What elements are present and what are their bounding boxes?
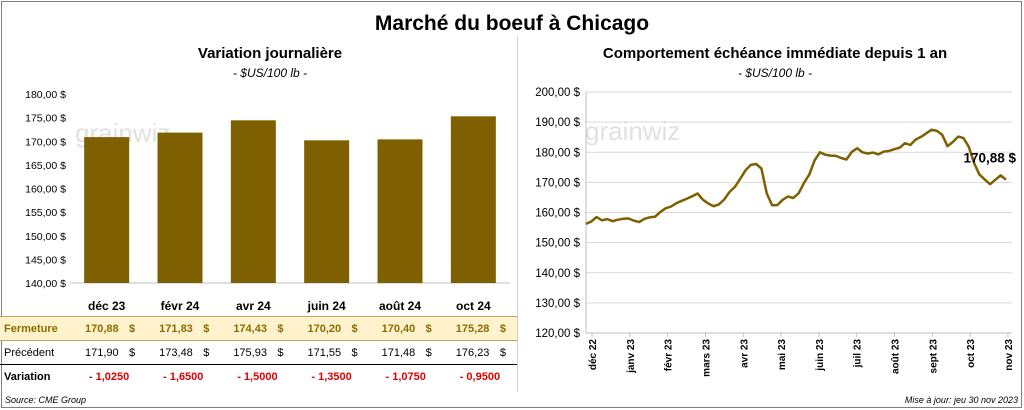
line-ytick-label: 170,00 $ <box>535 177 580 189</box>
table-row: Précédent 171,90 $173,48 $175,93 $171,55 $171… <box>0 340 517 365</box>
bar-ytick-label: 140,00 $ <box>25 278 66 290</box>
bar-ytick-label: 150,00 $ <box>25 231 66 243</box>
price-table: Fermeture 170,88 $171,83 $174,43 $170,20 $170… <box>0 316 517 389</box>
line-xtick-label: mars 23 <box>701 339 712 377</box>
table-row: Fermeture 170,88 $171,83 $174,43 $170,20 $170… <box>0 316 517 341</box>
line-xtick-label: oct 23 <box>966 339 977 368</box>
table-cell: 171,48 $ <box>368 340 443 365</box>
line-xtick-label: juil 23 <box>853 339 864 369</box>
bar-0 <box>84 137 130 283</box>
update-note: Mise à jour: jeu 30 nov 2023 <box>904 395 1018 405</box>
left-chart-title: Variation journalière <box>197 45 343 62</box>
line-ytick-label: 130,00 $ <box>535 298 580 310</box>
line-xtick-label: sept 23 <box>928 339 939 374</box>
table-cell: - 1,0750 <box>385 370 426 383</box>
bar-category-label: avr 24 <box>236 299 271 313</box>
page-title: Marché du boeuf à Chicago <box>374 12 650 35</box>
bar-ytick-label: 155,00 $ <box>25 207 66 219</box>
table-cell: 174,43 $ <box>220 316 295 341</box>
line-xtick-label: janv 23 <box>626 339 637 374</box>
bar-4 <box>377 139 423 283</box>
line-ytick-label: 140,00 $ <box>535 268 580 280</box>
table-cell: 170,88 $ <box>72 316 147 341</box>
table-cell: 176,23 $ <box>442 340 517 365</box>
bar-category-label: juin 24 <box>307 299 346 313</box>
table-cell: - 1,6500 <box>163 370 204 383</box>
line-watermark: grainwiz <box>585 116 680 146</box>
table-cell: 170,20 $ <box>294 316 369 341</box>
right-chart-title: Comportement échéance immédiate depuis 1… <box>602 45 948 62</box>
table-cell: - 1,3500 <box>311 370 352 383</box>
table-cell: - 0,9500 <box>459 370 501 383</box>
table-cell: 171,83 $ <box>146 316 221 341</box>
line-last-value-label: 170,88 $ <box>963 151 1016 166</box>
bar-ytick-label: 170,00 $ <box>25 136 66 148</box>
table-cell: 175,28 $ <box>442 316 517 341</box>
bar-5 <box>450 116 496 283</box>
bar-ytick-label: 175,00 $ <box>25 113 66 125</box>
bar-category-label: déc 23 <box>88 299 126 313</box>
panel-divider <box>517 36 518 392</box>
bar-category-label: août 24 <box>379 299 421 313</box>
line-xtick-label: juin 23 <box>815 339 826 372</box>
table-cell: 171,55 $ <box>294 340 369 365</box>
table-row: Variation - 1,0250 - 1,6500 - 1,5000 - 1,350… <box>0 365 517 389</box>
line-series <box>585 128 1007 226</box>
table-cell: 170,40 $ <box>368 316 443 341</box>
line-ytick-label: 120,00 $ <box>535 328 580 340</box>
bar-ytick-label: 165,00 $ <box>25 160 66 172</box>
line-xtick-label: févr 23 <box>664 339 675 372</box>
line-ytick-label: 160,00 $ <box>535 208 580 220</box>
bar-category-label: févr 24 <box>161 299 200 313</box>
line-ytick-label: 180,00 $ <box>535 147 580 159</box>
table-row-label: Fermeture <box>0 316 72 341</box>
bar-1 <box>157 132 203 283</box>
line-ytick-label: 150,00 $ <box>535 238 580 250</box>
left-chart-subtitle: - $US/100 lb - <box>232 66 308 80</box>
bar-ytick-label: 180,00 $ <box>25 89 66 101</box>
table-cell: - 1,5000 <box>237 370 278 383</box>
bar-ytick-label: 145,00 $ <box>25 254 66 266</box>
table-cell: 173,48 $ <box>146 340 221 365</box>
line-xtick-label: avr 23 <box>739 339 750 368</box>
source-note: Source: CME Group <box>5 395 87 405</box>
table-cell: - 1,0250 <box>88 370 130 383</box>
line-xtick-label: déc 22 <box>588 339 599 371</box>
table-cell: 175,93 $ <box>220 340 295 365</box>
bar-2 <box>230 120 276 283</box>
table-row-label: Variation <box>4 370 51 383</box>
line-ytick-label: 190,00 $ <box>535 117 580 129</box>
bar-category-label: oct 24 <box>456 299 491 313</box>
line-xtick-label: nov 23 <box>1004 339 1015 371</box>
table-row-label: Précédent <box>0 340 72 365</box>
line-xtick-label: mai 23 <box>777 339 788 371</box>
right-chart-subtitle: - $US/100 lb - <box>737 66 813 80</box>
bar-3 <box>304 140 350 283</box>
bar-ytick-label: 160,00 $ <box>25 184 66 196</box>
line-xtick-label: août 23 <box>891 339 902 374</box>
line-ytick-label: 200,00 $ <box>535 87 580 99</box>
table-cell: 171,90 $ <box>72 340 147 365</box>
